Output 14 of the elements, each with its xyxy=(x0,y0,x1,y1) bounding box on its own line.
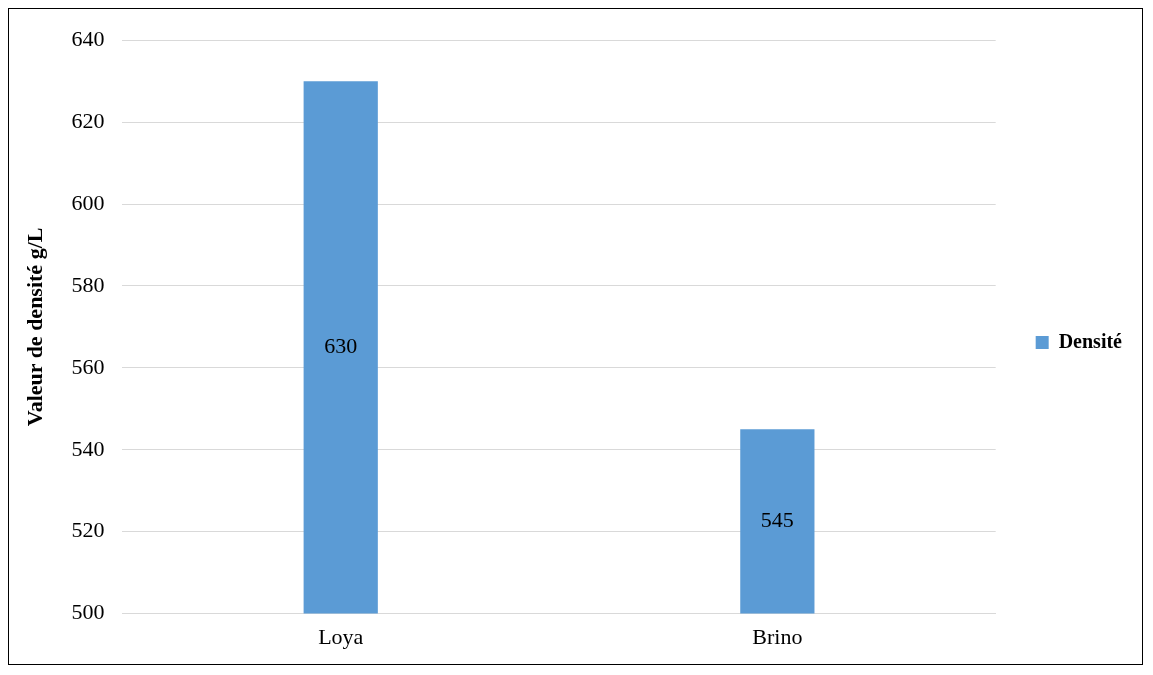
data-label: 545 xyxy=(760,507,794,533)
x-tick-label: Brino xyxy=(752,623,803,649)
data-label: 630 xyxy=(324,333,358,359)
y-tick-label: 640 xyxy=(71,25,105,51)
x-tick-label: Loya xyxy=(318,623,364,649)
y-tick-label: 500 xyxy=(71,599,105,625)
y-tick-label: 560 xyxy=(71,353,105,379)
y-tick-label: 540 xyxy=(71,435,105,461)
y-tick-label: 600 xyxy=(71,189,105,215)
y-tick-label: 620 xyxy=(71,107,105,133)
legend-label: Densité xyxy=(1058,329,1123,352)
y-axis-title: Valeur de densité g/L xyxy=(21,227,47,427)
y-tick-label: 520 xyxy=(71,517,105,543)
y-tick-label: 580 xyxy=(71,271,105,297)
